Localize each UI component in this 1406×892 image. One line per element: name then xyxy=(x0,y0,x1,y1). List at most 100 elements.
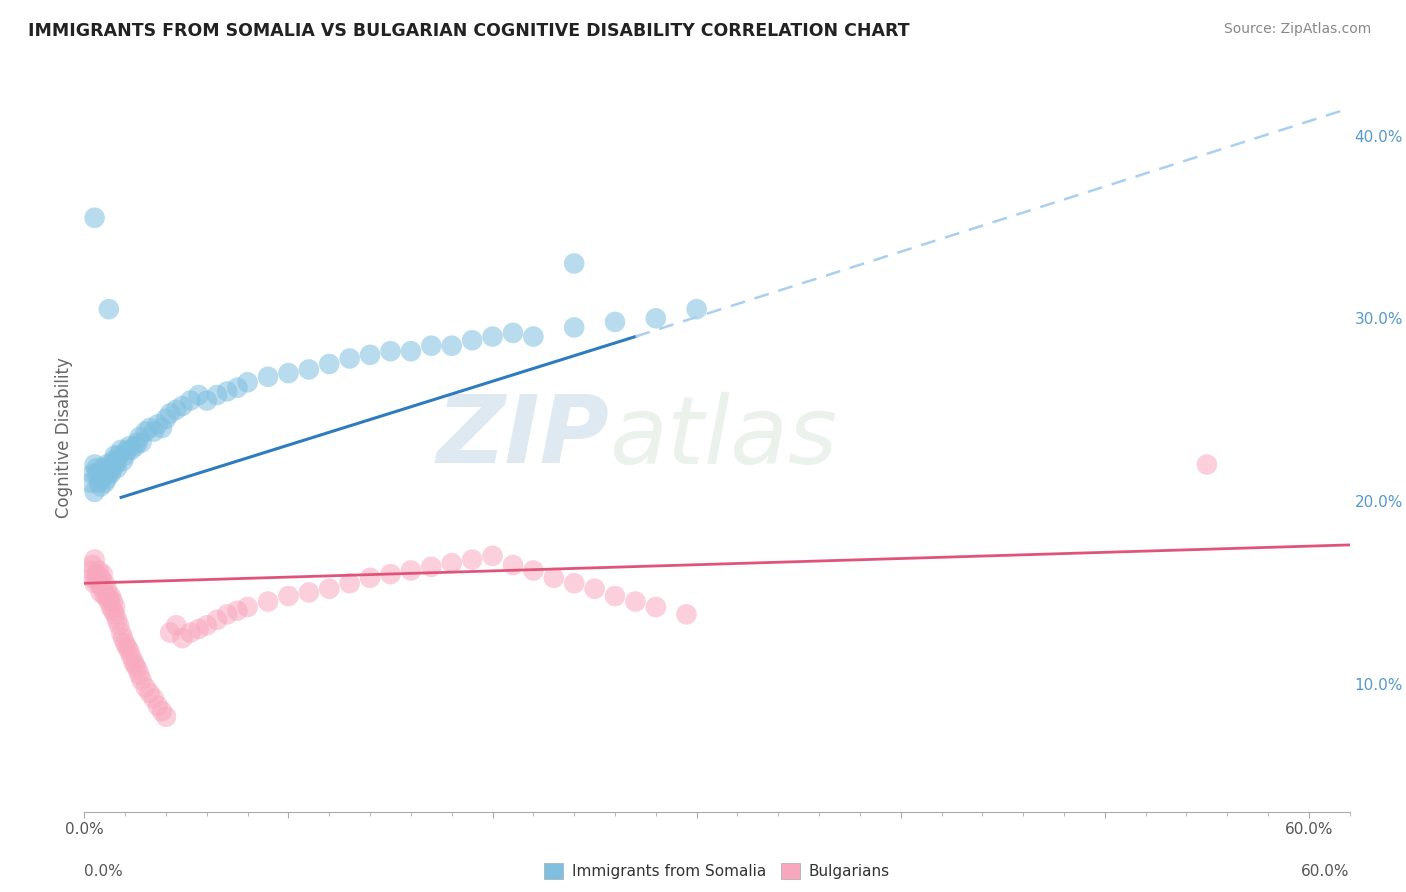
Point xyxy=(644,311,666,326)
Point xyxy=(96,589,118,603)
Point xyxy=(83,576,105,591)
Point xyxy=(440,556,463,570)
Point xyxy=(100,589,122,603)
Point xyxy=(522,329,544,343)
Point xyxy=(86,571,108,585)
Point xyxy=(179,393,201,408)
Point xyxy=(135,681,157,695)
Point xyxy=(187,622,209,636)
Point xyxy=(101,594,124,608)
Point xyxy=(135,425,157,439)
Point xyxy=(179,625,201,640)
Point xyxy=(440,339,463,353)
Point xyxy=(603,315,626,329)
Point xyxy=(380,344,402,359)
Point xyxy=(79,475,101,490)
Point xyxy=(583,582,606,596)
Point xyxy=(562,256,585,270)
Point xyxy=(114,448,136,462)
Point xyxy=(104,607,127,622)
Point xyxy=(110,442,132,457)
Point xyxy=(114,637,136,651)
Point xyxy=(83,552,105,566)
Point xyxy=(97,461,120,475)
Point xyxy=(101,461,124,475)
Point xyxy=(481,549,503,563)
Point xyxy=(96,472,118,486)
Point xyxy=(97,589,120,603)
Point xyxy=(359,571,381,585)
Point xyxy=(195,618,218,632)
Point xyxy=(155,709,177,723)
Point xyxy=(108,618,131,632)
Point xyxy=(86,461,108,475)
Point xyxy=(101,454,124,468)
Point xyxy=(318,357,340,371)
Point xyxy=(644,600,666,615)
Point xyxy=(380,567,402,582)
Point xyxy=(138,686,160,700)
Point xyxy=(502,326,524,340)
Point xyxy=(82,558,104,572)
Point xyxy=(461,552,484,566)
Point xyxy=(131,435,153,450)
Point xyxy=(91,467,114,481)
Point xyxy=(87,467,110,481)
Point xyxy=(124,439,146,453)
Point xyxy=(399,564,422,578)
Legend: Immigrants from Somalia, Bulgarians: Immigrants from Somalia, Bulgarians xyxy=(537,855,897,887)
Point xyxy=(83,211,105,225)
Point xyxy=(97,467,120,481)
Point xyxy=(120,649,142,664)
Point xyxy=(226,381,249,395)
Point xyxy=(90,585,112,599)
Point xyxy=(115,442,138,457)
Point xyxy=(104,600,127,615)
Point xyxy=(146,698,169,713)
Point xyxy=(205,388,228,402)
Point xyxy=(83,484,105,499)
Point xyxy=(90,472,112,486)
Point xyxy=(87,475,110,490)
Point xyxy=(420,339,443,353)
Point xyxy=(124,658,146,673)
Point xyxy=(277,589,299,603)
Point xyxy=(90,479,112,493)
Point xyxy=(217,384,239,399)
Point xyxy=(94,475,117,490)
Point xyxy=(150,421,173,435)
Point xyxy=(118,644,141,658)
Text: atlas: atlas xyxy=(610,392,838,483)
Point xyxy=(165,402,187,417)
Point xyxy=(298,362,321,376)
Point xyxy=(624,594,647,608)
Point xyxy=(100,458,122,472)
Point xyxy=(562,576,585,591)
Point xyxy=(187,388,209,402)
Point xyxy=(172,631,194,645)
Point xyxy=(359,348,381,362)
Point xyxy=(94,576,117,591)
Point xyxy=(298,585,321,599)
Point xyxy=(105,461,128,475)
Point xyxy=(562,320,585,334)
Point xyxy=(236,376,259,390)
Point xyxy=(87,564,110,578)
Text: IMMIGRANTS FROM SOMALIA VS BULGARIAN COGNITIVE DISABILITY CORRELATION CHART: IMMIGRANTS FROM SOMALIA VS BULGARIAN COG… xyxy=(28,22,910,40)
Point xyxy=(96,458,118,472)
Point xyxy=(110,625,132,640)
Point xyxy=(146,417,169,432)
Point xyxy=(94,467,117,481)
Point xyxy=(543,571,565,585)
Point xyxy=(685,302,707,317)
Point xyxy=(195,393,218,408)
Text: 60.0%: 60.0% xyxy=(1302,864,1350,880)
Point xyxy=(122,655,145,669)
Point xyxy=(128,667,150,681)
Point xyxy=(155,412,177,426)
Point xyxy=(138,421,160,435)
Point xyxy=(399,344,422,359)
Point xyxy=(112,631,135,645)
Text: ZIP: ZIP xyxy=(437,391,610,483)
Text: Source: ZipAtlas.com: Source: ZipAtlas.com xyxy=(1223,22,1371,37)
